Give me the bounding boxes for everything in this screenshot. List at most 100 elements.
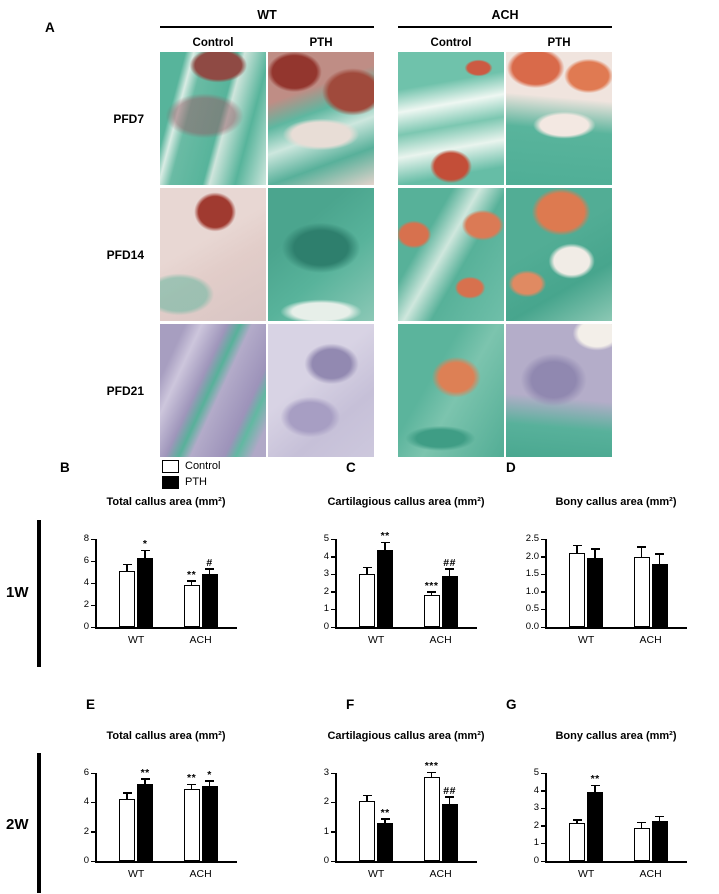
chart-cartilagious-callus-area-1w: Cartilagious callus area (mm²) 0 1 2 3 4 5 WT *… — [295, 496, 505, 646]
y-tick-label: 2.0 — [525, 550, 539, 562]
x-axis-label: WT — [578, 868, 595, 880]
column-header-ach-pth: PTH — [547, 37, 571, 49]
y-tick — [91, 801, 95, 804]
bar-wt-pth — [587, 792, 604, 861]
histology-image-pfd21-ach-control — [398, 324, 504, 457]
significance-marker: *** — [424, 579, 439, 592]
y-tick-label: 4 — [83, 796, 89, 808]
y-tick-label: 1.5 — [525, 568, 539, 580]
y-tick-label: 2 — [83, 599, 89, 610]
error-bar — [448, 797, 451, 805]
significance-marker: *** — [424, 760, 439, 772]
error-bar-cap — [362, 794, 372, 797]
y-tick — [91, 626, 95, 628]
y-tick — [541, 573, 545, 576]
error-bar-cap — [655, 815, 665, 817]
bar-wt-pth — [377, 550, 394, 627]
error-bar — [190, 785, 193, 791]
x-axis-label: ACH — [639, 868, 662, 880]
bar-wt-pth — [377, 822, 394, 861]
y-tick-label: 5 — [533, 767, 539, 778]
bar-wt-pth — [587, 558, 604, 627]
y-tick — [541, 772, 545, 774]
bar-ach-pth — [651, 821, 668, 861]
significance-marker: ## — [443, 784, 456, 797]
legend-label-pth: PTH — [185, 476, 207, 488]
chart-title: Bony callus area (mm²) — [555, 730, 677, 742]
y-tick-label: 1 — [533, 837, 539, 849]
error-bar — [208, 781, 211, 788]
y-tick — [331, 831, 335, 833]
legend-swatch-pth — [162, 475, 179, 489]
x-axis-label: ACH — [429, 868, 452, 880]
bar-wt-control — [569, 823, 586, 861]
column-header-ach-control: Control — [430, 37, 472, 49]
error-bar-cap — [362, 566, 372, 569]
y-tick — [331, 591, 335, 593]
y-tick-label: 4 — [323, 550, 329, 562]
bar-wt-control — [119, 570, 136, 627]
y-tick — [331, 556, 335, 558]
y-tick-label: 0 — [323, 621, 329, 632]
error-bar-cap — [445, 796, 455, 798]
y-tick-label: 3 — [533, 802, 539, 814]
row-label-pfd7: PFD7 — [113, 111, 144, 126]
bar-ach-control — [633, 827, 650, 861]
week2-bracket — [37, 753, 41, 893]
significance-marker: # — [206, 556, 213, 569]
chart-bony-callus-area-2w: Bony callus area (mm²) 0 1 2 3 4 5 WT ** ACH — [505, 730, 715, 880]
bar-ach-pth — [201, 786, 218, 861]
histology-image-pfd21-wt-control — [160, 324, 266, 457]
histology-image-pfd7-wt-pth — [268, 52, 374, 185]
y-tick — [331, 772, 335, 774]
y-tick-label: 6 — [83, 555, 89, 566]
legend-swatch-control — [162, 459, 179, 473]
panel-a-label: A — [45, 20, 55, 35]
error-bar — [430, 592, 433, 597]
y-tick-label: 4 — [533, 784, 539, 796]
error-bar-cap — [205, 780, 215, 782]
bar-ach-pth — [441, 803, 458, 861]
y-tick — [541, 790, 545, 792]
error-bar — [366, 796, 368, 802]
y-tick — [91, 831, 95, 833]
chart-plot-area: 0 1 2 3 4 5 WT ** ACH — [534, 767, 687, 880]
error-bar-cap — [427, 771, 437, 773]
y-tick — [331, 573, 335, 576]
error-bar-cap — [122, 563, 132, 566]
y-tick-label: 1 — [323, 603, 329, 615]
y-tick-label: 5 — [323, 533, 329, 544]
bar-ach-control — [183, 789, 200, 861]
error-bar — [658, 817, 661, 823]
error-bar-cap — [140, 549, 150, 552]
significance-marker: ## — [443, 556, 456, 569]
error-bar — [384, 819, 386, 824]
y-tick — [91, 538, 95, 540]
y-tick — [541, 608, 545, 611]
chart-legend: Control PTH — [162, 458, 220, 490]
y-tick — [331, 801, 335, 804]
bar-ach-control — [183, 585, 200, 627]
x-axis-label: WT — [128, 868, 145, 880]
error-bar — [448, 569, 451, 577]
error-bar-cap — [427, 591, 437, 593]
y-tick-label: 0 — [533, 855, 539, 866]
legend-item-control: Control — [162, 458, 220, 474]
row-label-pfd14: PFD14 — [106, 247, 144, 262]
error-bar-cap — [572, 544, 582, 547]
error-bar — [208, 569, 211, 576]
week1-label: 1W — [6, 584, 29, 601]
bar-wt-control — [119, 799, 136, 861]
panel-c-label: C — [346, 460, 356, 475]
legend-item-pth: PTH — [162, 474, 220, 490]
y-tick-label: 0 — [83, 855, 89, 866]
y-tick — [91, 772, 95, 774]
error-bar-cap — [122, 792, 132, 794]
y-tick — [331, 626, 335, 628]
error-bar — [126, 793, 128, 801]
error-bar — [594, 786, 596, 794]
panel-g-label: G — [506, 697, 517, 712]
error-bar-cap — [590, 784, 600, 787]
histology-image-pfd7-ach-control — [398, 52, 504, 185]
